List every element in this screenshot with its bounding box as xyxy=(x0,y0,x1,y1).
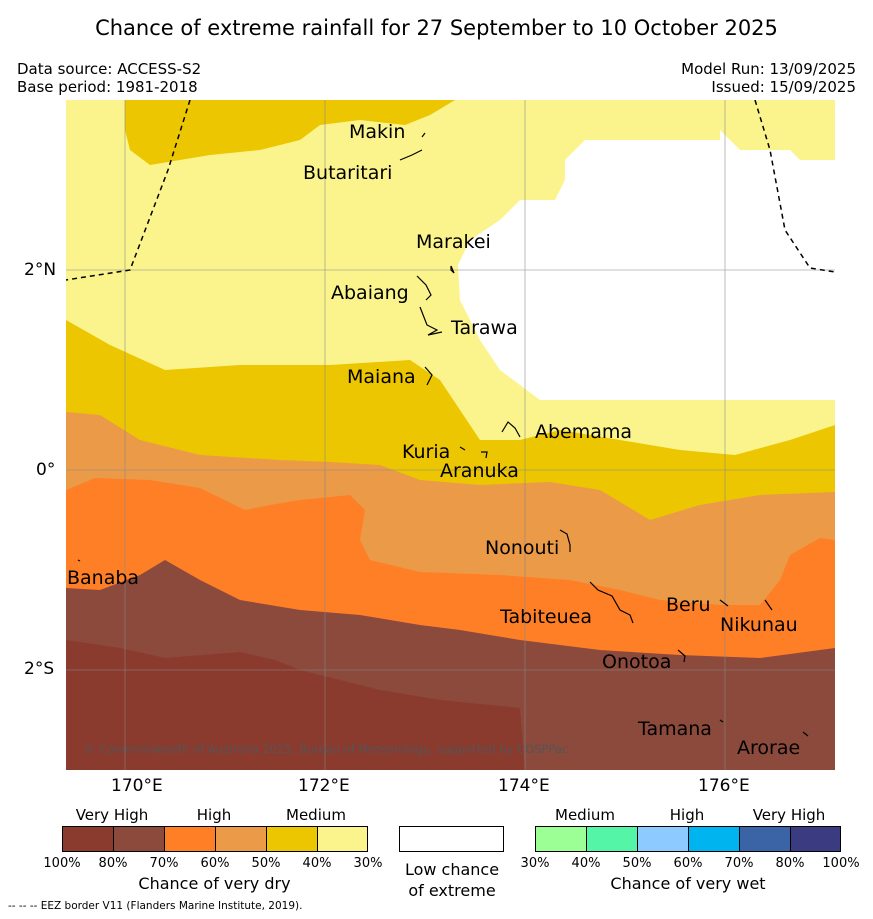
dry-tick-label: 60% xyxy=(200,856,230,871)
dry-tick-label: 100% xyxy=(43,856,81,871)
place-abaiang: Abaiang xyxy=(331,282,409,304)
issued-date: Issued: 15/09/2025 xyxy=(711,78,856,96)
wet-header-high: High xyxy=(669,806,705,824)
wet-header-medium: Medium xyxy=(555,806,615,824)
meta-right: Model Run: 13/09/2025 Issued: 15/09/2025 xyxy=(681,60,856,96)
dry-swatch xyxy=(215,826,266,852)
island-tabiteuea xyxy=(589,581,634,624)
island-banaba xyxy=(77,559,81,562)
lon-label-170: 170°E xyxy=(111,776,163,796)
wet-header-very-high: Very High xyxy=(752,806,826,824)
wet-tick-label: 60% xyxy=(673,856,703,871)
place-tarawa: Tarawa xyxy=(451,317,518,339)
low-chance-line2: of extreme xyxy=(408,881,496,900)
place-marakei: Marakei xyxy=(416,231,491,253)
wet-swatch xyxy=(535,826,586,852)
wet-swatch xyxy=(637,826,688,852)
place-makin: Makin xyxy=(349,121,406,143)
dry-tick-label: 80% xyxy=(98,856,128,871)
data-source: Data source: ACCESS-S2 xyxy=(17,60,202,78)
dry-swatch xyxy=(266,826,317,852)
island-abaiang xyxy=(416,275,432,301)
island-abemama xyxy=(501,421,521,438)
island-arorae xyxy=(802,731,809,737)
dry-tick-label: 50% xyxy=(251,856,281,871)
low-chance-swatch xyxy=(399,826,504,852)
place-abemama: Abemama xyxy=(535,421,633,443)
wet-tick-label: 40% xyxy=(571,856,601,871)
place-tamana: Tamana xyxy=(638,718,712,740)
dry-header-medium: Medium xyxy=(286,806,346,824)
low-chance-line1: Low chance xyxy=(404,860,500,879)
wet-swatch xyxy=(739,826,790,852)
island-tarawa xyxy=(419,306,443,336)
wet-tick-label: 30% xyxy=(520,856,550,871)
island-aranuka xyxy=(481,451,488,459)
wet-caption: Chance of very wet xyxy=(610,874,766,893)
island-nikunau xyxy=(764,599,773,611)
place-onotoa: Onotoa xyxy=(602,651,672,673)
map-area xyxy=(66,100,835,770)
islands xyxy=(77,132,809,737)
island-kuria xyxy=(459,446,466,451)
place-beru: Beru xyxy=(666,594,711,616)
place-aranuka: Aranuka xyxy=(440,460,519,482)
wet-tick-label: 80% xyxy=(775,856,805,871)
place-tabiteuea: Tabiteuea xyxy=(500,606,592,628)
zone-low-chance xyxy=(458,130,835,400)
dry-swatch xyxy=(317,826,368,852)
place-nonouti: Nonouti xyxy=(485,537,560,559)
island-tamana xyxy=(719,719,724,723)
model-run: Model Run: 13/09/2025 xyxy=(681,60,856,78)
map-title: Chance of extreme rainfall for 27 Septem… xyxy=(95,16,778,40)
copyright-text: © Commonwealth of Australia 2025, Bureau… xyxy=(84,742,569,756)
low-chance-caption: Low chance of extreme xyxy=(380,859,524,901)
dry-tick-label: 40% xyxy=(302,856,332,871)
island-butaritari xyxy=(399,149,423,161)
zone-50-dry-north xyxy=(125,100,455,165)
place-arorae: Arorae xyxy=(737,737,801,759)
place-butaritari: Butaritari xyxy=(303,162,393,184)
lon-label-176: 176°E xyxy=(698,776,750,796)
wet-swatch xyxy=(790,826,841,852)
island-maiana xyxy=(424,366,433,386)
lon-label-172: 172°E xyxy=(298,776,350,796)
island-onotoa xyxy=(677,649,686,663)
place-maiana: Maiana xyxy=(347,366,416,388)
eez-border xyxy=(66,100,835,281)
dry-tick-label: 70% xyxy=(149,856,179,871)
wet-tick-label: 70% xyxy=(724,856,754,871)
wet-swatch xyxy=(586,826,637,852)
lat-label-2s: 2°S xyxy=(24,659,55,679)
island-nonouti xyxy=(559,529,571,552)
dry-tick-label: 30% xyxy=(353,856,383,871)
dry-header-very-high: Very High xyxy=(75,806,149,824)
zone-100-dry xyxy=(66,640,525,770)
meta-left: Data source: ACCESS-S2 Base period: 1981… xyxy=(17,60,201,96)
place-nikunau: Nikunau xyxy=(720,614,798,636)
place-kuria: Kuria xyxy=(402,441,451,463)
footnote: -- -- -- EEZ border V11 (Flanders Marine… xyxy=(8,900,303,912)
lat-label-2n: 2°N xyxy=(24,260,57,280)
lon-label-174: 174°E xyxy=(498,776,550,796)
lat-label-0: 0° xyxy=(36,460,56,480)
dry-caption: Chance of very dry xyxy=(138,874,291,893)
island-marakei xyxy=(450,265,455,274)
wet-swatch xyxy=(688,826,739,852)
dry-swatch xyxy=(164,826,215,852)
dry-swatch xyxy=(62,826,113,852)
wet-tick-label: 50% xyxy=(622,856,652,871)
wet-tick-label: 100% xyxy=(822,856,860,871)
dry-swatch xyxy=(113,826,164,852)
island-beru xyxy=(719,599,729,607)
place-banaba: Banaba xyxy=(67,567,140,589)
dry-header-high: High xyxy=(196,806,232,824)
base-period: Base period: 1981-2018 xyxy=(17,78,198,96)
island-makin xyxy=(421,132,426,138)
